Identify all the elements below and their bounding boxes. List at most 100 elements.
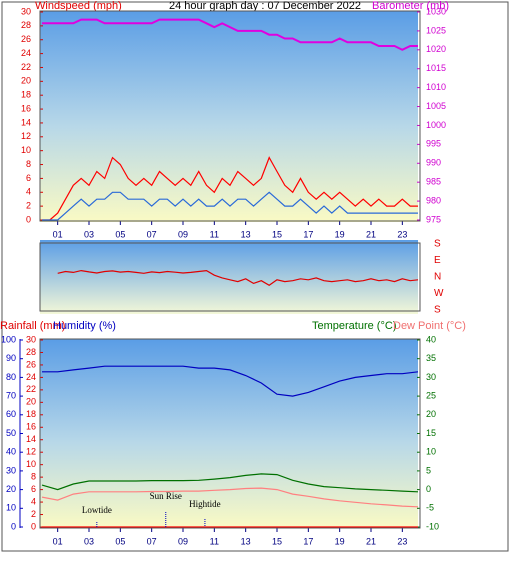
y-tick-label: 0 [426,484,431,494]
y-tick-label: 2 [31,509,36,519]
y-tick-label: 995 [426,139,441,149]
x-tick-label: 19 [335,536,345,546]
x-tick-label: 09 [178,536,188,546]
y-tick-label: 0 [11,521,16,531]
legend-label: Dew Point (°C) [393,320,466,332]
x-tick-label: 01 [53,229,63,239]
y-tick-label: 6 [31,484,36,494]
y-tick-label: 26 [21,34,31,44]
y-tick-label: S [434,239,441,250]
y-tick-label: 8 [31,472,36,482]
y-tick-label: 35 [426,353,436,363]
y-tick-label: 5 [426,465,431,475]
axis-label: Windspeed (mph) [35,0,122,12]
y-tick-label: 1025 [426,25,446,35]
x-tick-label: 15 [272,536,282,546]
x-tick-label: 11 [210,536,219,546]
x-tick-label: 13 [241,229,251,239]
y-tick-label: 30 [21,6,31,16]
x-tick-label: 21 [366,229,376,239]
y-tick-label: 22 [26,384,36,394]
legend-label: Temperature (°C) [312,320,396,332]
y-tick-label: 0 [31,521,36,531]
y-tick-label: -10 [426,521,439,531]
plot-frame [39,242,421,312]
plot-frame [39,10,421,222]
y-tick-label: 80 [6,372,16,382]
y-tick-label: E [434,255,441,266]
y-tick-label: 4 [31,496,36,506]
y-tick-label: 28 [26,347,36,357]
x-tick-label: 01 [53,536,63,546]
y-tick-label: 24 [21,48,31,58]
y-tick-label: 26 [26,359,36,369]
y-tick-label: 1000 [426,120,446,130]
data-line [42,156,418,221]
data-line [42,18,418,51]
data-line [41,487,419,508]
y-tick-label: 20 [426,409,436,419]
y-tick-label: 985 [426,177,441,187]
x-tick-label: 05 [115,229,125,239]
y-tick-label: 60 [6,409,16,419]
chart-title: 24 hour graph day : 07 December 2022 [169,0,361,12]
y-tick-label: 20 [6,484,16,494]
y-tick-label: 10 [26,459,36,469]
y-tick-label: -5 [426,503,434,513]
y-tick-label: 50 [6,428,16,438]
axis-label: Barometer (mb) [372,0,449,12]
y-tick-label: 10 [21,145,31,155]
plot-background [40,339,418,528]
y-tick-label: 2 [26,201,31,211]
y-tick-label: 30 [426,372,436,382]
y-tick-label: 30 [26,334,36,344]
y-tick-label: 15 [426,428,436,438]
plot-frame [39,338,421,529]
data-line [42,365,419,397]
axis-label: Humidity (%) [53,320,116,332]
y-tick-label: 990 [426,158,441,168]
y-tick-label: 10 [426,447,436,457]
y-tick-label: 40 [426,334,436,344]
y-tick-label: 10 [6,503,16,513]
y-tick-label: 980 [426,195,441,205]
annotation: Sun Rise [150,491,182,501]
plot-background [40,240,418,314]
y-tick-label: 1015 [426,63,446,73]
data-line [57,269,419,287]
x-tick-label: 17 [303,536,313,546]
y-tick-label: N [434,272,441,283]
y-tick-label: W [434,288,444,299]
x-tick-label: 23 [397,229,407,239]
outer-frame [1,1,509,552]
y-tick-label: 70 [6,390,16,400]
y-tick-label: 14 [21,117,31,127]
y-tick-label: 90 [6,353,16,363]
x-tick-label: 23 [397,536,407,546]
y-tick-label: 16 [21,103,31,113]
y-tick-label: 14 [26,434,36,444]
y-tick-label: 16 [26,422,36,432]
y-tick-label: 30 [6,465,16,475]
x-tick-label: 09 [178,229,188,239]
x-tick-label: 17 [303,229,313,239]
x-tick-label: 19 [335,229,345,239]
y-tick-label: 12 [21,131,31,141]
y-tick-label: 6 [26,173,31,183]
y-tick-label: 100 [1,334,16,344]
annotation: Hightide [189,499,221,509]
y-tick-label: 4 [26,187,31,197]
y-tick-label: 975 [426,214,441,224]
y-tick-label: 18 [21,90,31,100]
x-tick-label: 11 [210,229,219,239]
x-tick-label: 13 [241,536,251,546]
y-tick-label: 0 [26,214,31,224]
y-tick-label: 28 [21,20,31,30]
plot-background [40,11,418,222]
y-tick-label: 1020 [426,44,446,54]
y-tick-label: 24 [26,372,36,382]
y-tick-label: 1005 [426,101,446,111]
x-tick-label: 07 [147,536,157,546]
data-line [41,473,419,493]
